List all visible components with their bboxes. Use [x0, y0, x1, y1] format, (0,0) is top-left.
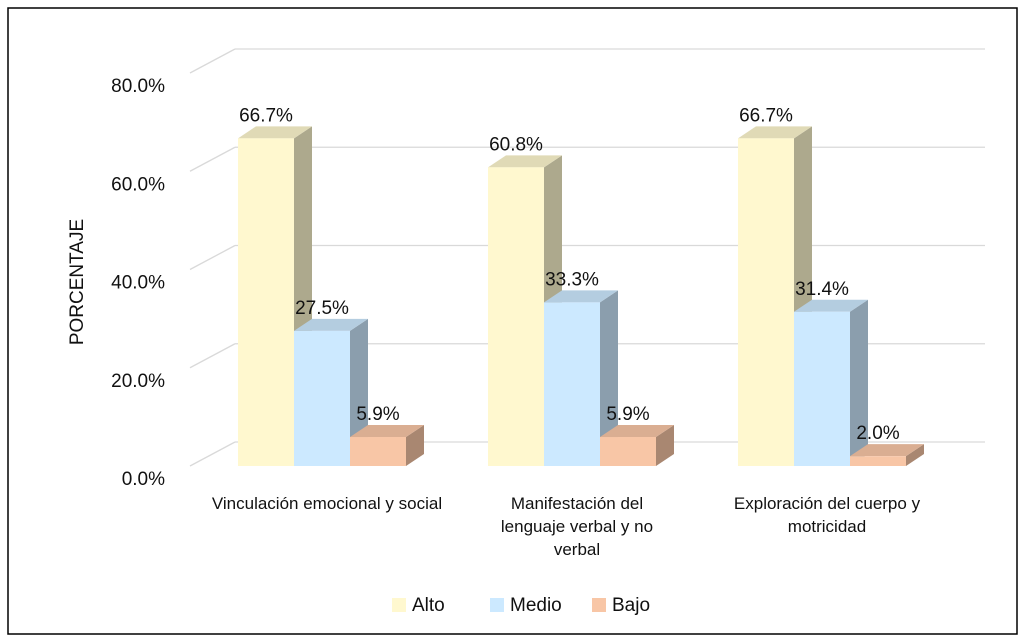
data-label: 2.0% [856, 423, 899, 444]
y-tick-label: 60.0% [111, 174, 165, 195]
data-label: 5.9% [356, 404, 399, 425]
bar-top [544, 290, 618, 303]
bar-side [406, 425, 424, 466]
data-label: 27.5% [295, 298, 349, 319]
bar [294, 318, 368, 466]
legend-swatch [490, 598, 504, 612]
grid-line [189, 244, 236, 271]
bar-front [794, 311, 850, 466]
bar-front [350, 437, 406, 466]
bar-top [238, 126, 312, 139]
grid-line [189, 48, 236, 74]
bar [544, 290, 618, 466]
data-label: 66.7% [239, 105, 293, 126]
bar-top [350, 425, 424, 438]
x-tick-label: Exploración del cuerpo y motricidad [733, 494, 921, 536]
bar-top [488, 155, 562, 168]
bar-front [294, 330, 350, 466]
data-label: 31.4% [795, 279, 849, 300]
y-tick-label: 80.0% [111, 76, 165, 97]
y-tick-label: 40.0% [111, 273, 165, 294]
bar-side [850, 299, 868, 466]
grid-line [189, 343, 236, 369]
bar [350, 425, 424, 466]
bar-front [600, 437, 656, 466]
bar-front [544, 302, 600, 466]
grid-line [189, 441, 236, 467]
bar-front [850, 456, 906, 466]
y-tick-label: 20.0% [111, 371, 165, 392]
bar [600, 425, 674, 466]
bar-top [600, 425, 674, 438]
legend-label: Alto [412, 595, 445, 616]
bar [238, 126, 312, 467]
bar-top [738, 126, 812, 139]
x-tick-label: Manifestación del lenguaje verbal y no v… [500, 494, 654, 559]
data-label: 60.8% [489, 134, 543, 155]
data-label: 5.9% [606, 404, 649, 425]
bar-top [850, 444, 924, 457]
grid-line [189, 146, 236, 172]
bar-front [488, 167, 544, 466]
bar-side [600, 290, 618, 466]
bar-front [738, 138, 794, 466]
bar-side [656, 425, 674, 466]
data-label: 33.3% [545, 269, 599, 290]
bar [794, 299, 868, 466]
legend-swatch [392, 598, 406, 612]
legend-swatch [592, 598, 606, 612]
x-tick-label: Vinculación emocional y social [211, 494, 443, 513]
y-tick-label: 0.0% [122, 469, 165, 490]
bar-top [294, 318, 368, 331]
bar-front [238, 138, 294, 466]
legend-label: Bajo [612, 595, 650, 616]
bar-top [794, 299, 868, 312]
bar [850, 444, 924, 466]
y-axis-title: PORCENTAJE [67, 219, 88, 345]
legend-label: Medio [510, 595, 562, 616]
bar-side [906, 444, 924, 466]
data-label: 66.7% [739, 105, 793, 126]
